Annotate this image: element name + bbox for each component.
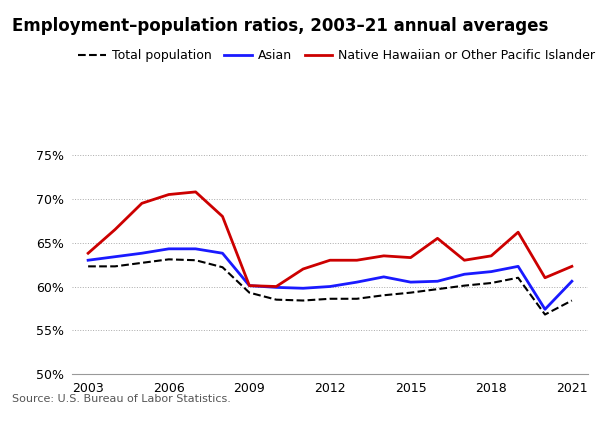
- Legend: Total population, Asian, Native Hawaiian or Other Pacific Islander: Total population, Asian, Native Hawaiian…: [78, 49, 595, 62]
- Text: Source: U.S. Bureau of Labor Statistics.: Source: U.S. Bureau of Labor Statistics.: [12, 394, 231, 404]
- Text: Employment–population ratios, 2003–21 annual averages: Employment–population ratios, 2003–21 an…: [12, 17, 548, 35]
